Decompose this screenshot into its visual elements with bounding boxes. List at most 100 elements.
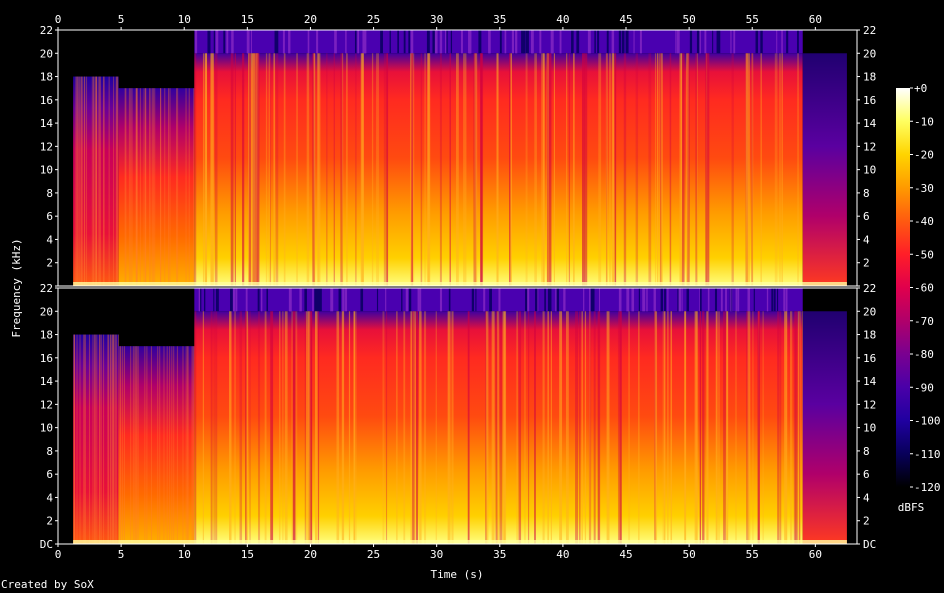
transient-streak: [617, 311, 621, 544]
y-tick-label: 14: [40, 117, 54, 130]
transient-streak: [188, 88, 190, 286]
transient-streak: [663, 311, 666, 544]
band-streak: [667, 288, 669, 312]
transient-streak: [163, 346, 165, 544]
band-streak: [282, 30, 285, 54]
band-streak: [660, 288, 664, 312]
colorbar-tick-label: -60: [914, 282, 934, 295]
x-tick-label: 10: [178, 548, 191, 561]
transient-streak: [684, 311, 687, 544]
transient-streak: [257, 311, 261, 544]
transient-streak: [403, 311, 406, 544]
colorbar-tick-label: -40: [914, 215, 934, 228]
transient-streak: [680, 53, 682, 286]
colorbar-tick-label: -90: [914, 381, 934, 394]
band-streak: [488, 30, 490, 54]
transient-streak: [270, 311, 274, 544]
colorbar-scale: [896, 88, 910, 487]
x-tick-label: 40: [556, 548, 569, 561]
transient-streak: [296, 53, 298, 286]
transient-streak: [79, 334, 81, 544]
band-streak: [257, 288, 260, 312]
band-streak: [592, 288, 595, 312]
transient-streak: [98, 76, 100, 286]
transient-streak: [117, 76, 119, 286]
band-streak: [215, 288, 219, 312]
segment-quiet: [73, 76, 119, 286]
transient-streak: [168, 88, 170, 286]
x-tick-label: 25: [367, 548, 380, 561]
y-tick-label-right: 8: [863, 187, 870, 200]
transient-streak: [95, 76, 97, 286]
y-tick-label-right: 14: [863, 375, 877, 388]
transient-streak: [606, 311, 610, 544]
transient-streak: [801, 311, 804, 544]
band-streak: [385, 288, 387, 312]
band-streak: [489, 288, 492, 312]
transient-streak: [680, 53, 683, 286]
transient-streak: [157, 346, 159, 544]
transient-streak: [579, 311, 581, 544]
transient-streak: [103, 76, 105, 286]
transient-streak: [516, 311, 518, 544]
transient-streak: [193, 346, 195, 544]
band-streak: [698, 30, 701, 54]
band-streak: [260, 288, 263, 312]
transient-streak: [573, 53, 575, 286]
band-streak: [478, 30, 482, 54]
band-streak: [583, 288, 585, 312]
band-streak: [446, 30, 448, 54]
transient-streak: [73, 334, 75, 544]
transient-streak: [81, 76, 83, 286]
band-streak: [198, 288, 201, 312]
band-streak: [319, 288, 322, 312]
transient-streak: [91, 76, 93, 286]
transient-streak: [593, 311, 596, 544]
band-streak: [633, 30, 635, 54]
transient-streak: [273, 53, 276, 286]
transient-streak: [230, 53, 234, 286]
band-streak: [289, 288, 292, 312]
transient-streak: [83, 334, 85, 544]
band-streak: [689, 30, 693, 54]
band-streak: [712, 30, 714, 54]
low-frequency-band: [73, 540, 847, 544]
transient-streak: [210, 53, 212, 286]
transient-streak: [746, 311, 749, 544]
transient-streak: [135, 346, 137, 544]
x-tick-label: 45: [619, 548, 632, 561]
band-streak: [307, 30, 310, 54]
band-streak: [621, 30, 625, 54]
band-streak: [664, 288, 666, 312]
transient-streak: [284, 311, 288, 544]
transient-streak: [136, 88, 138, 286]
band-streak: [571, 30, 574, 54]
transient-streak: [679, 53, 681, 286]
band-streak: [330, 288, 334, 312]
transient-streak: [83, 334, 85, 544]
y-tick-label: 12: [40, 398, 53, 411]
channel-1-spectrogram: [57, 29, 858, 287]
transient-streak: [598, 53, 602, 286]
band-streak: [275, 30, 279, 54]
transient-streak: [187, 346, 189, 544]
band-streak: [725, 288, 727, 312]
band-streak: [460, 30, 463, 54]
transient-streak: [485, 311, 489, 544]
y-tick-label-right: 6: [863, 468, 870, 481]
transient-streak: [249, 311, 251, 544]
transient-streak: [92, 334, 94, 544]
transient-streak: [139, 88, 141, 286]
transient-streak: [658, 53, 661, 286]
transient-streak: [524, 311, 526, 544]
band-streak: [796, 30, 799, 54]
band-streak: [403, 30, 406, 54]
x-tick-label: 50: [682, 548, 695, 561]
transient-streak: [383, 53, 387, 286]
band-streak: [559, 30, 562, 54]
transient-streak: [291, 311, 293, 544]
transient-streak: [502, 311, 505, 544]
transient-streak: [559, 311, 563, 544]
y-tick-label-right: 4: [863, 491, 870, 504]
y-tick-label: 22: [40, 24, 53, 37]
